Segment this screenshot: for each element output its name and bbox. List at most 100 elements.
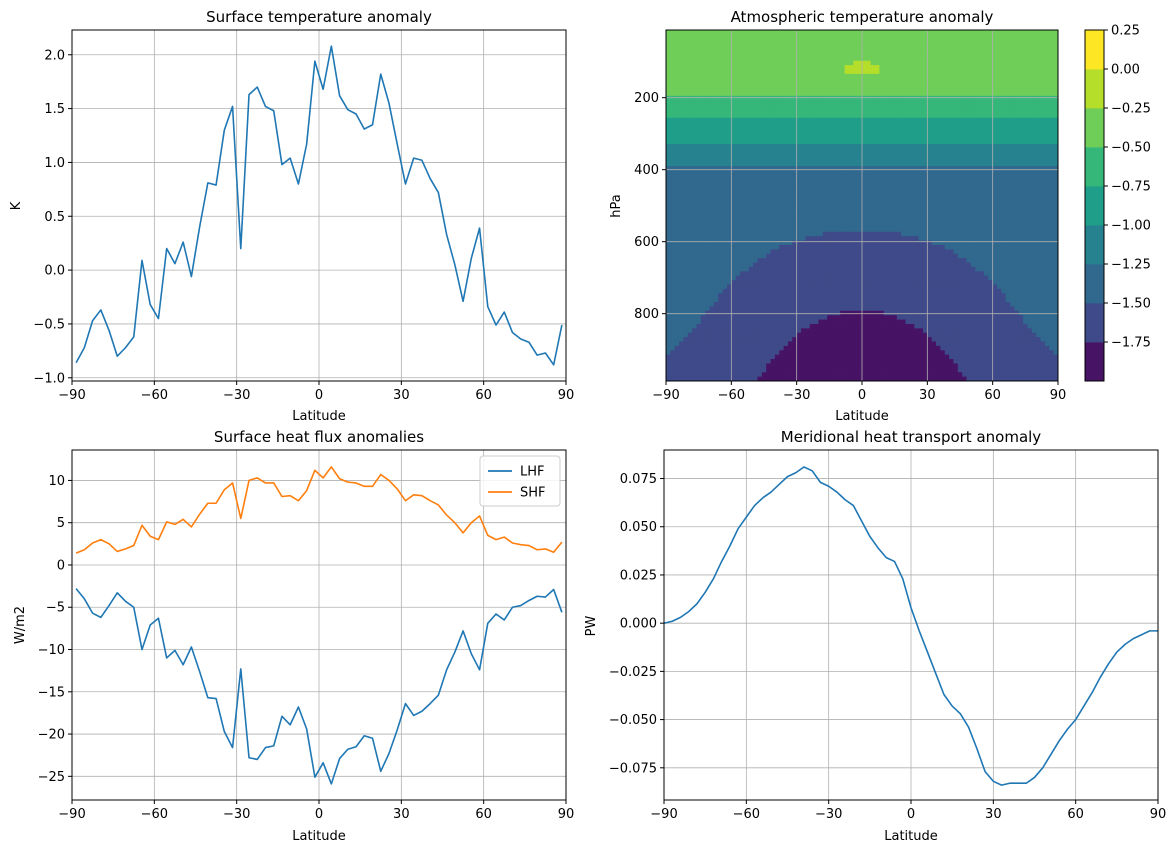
heatmap-cell [844, 253, 850, 259]
heatmap-cell [674, 231, 680, 237]
heatmap-cell [731, 161, 737, 167]
heatmap-cell [770, 148, 776, 154]
heatmap-cell [905, 244, 911, 250]
heatmap-cell [770, 209, 776, 215]
heatmap-cell [862, 56, 867, 62]
heatmap-cell [740, 244, 745, 250]
heatmap-cell [835, 354, 841, 360]
heatmap-cell [679, 78, 685, 84]
heatmap-cell [814, 376, 820, 381]
heatmap-cell [831, 345, 837, 351]
heatmap-cell [696, 113, 702, 119]
heatmap-cell [814, 218, 820, 224]
heatmap-cell [692, 174, 698, 180]
heatmap-cell [761, 376, 767, 381]
heatmap-cell [757, 240, 763, 246]
heatmap-cell [718, 87, 724, 93]
heatmap-cell [866, 30, 872, 35]
heatmap-cell [726, 104, 732, 110]
heatmap-cell [814, 359, 820, 365]
heatmap-cell [731, 139, 737, 145]
heatmap-cell [718, 144, 724, 150]
heatmap-cell [888, 227, 894, 233]
heatmap-cell [896, 152, 902, 158]
heatmap-cell [844, 148, 850, 154]
heatmap-cell [883, 363, 889, 369]
heatmap-cell [922, 262, 928, 268]
heatmap-cell [857, 192, 863, 198]
heatmap-cell [844, 306, 850, 312]
heatmap-cell [840, 271, 846, 277]
heatmap-cell [848, 306, 854, 312]
heatmap-cell [783, 157, 789, 163]
heatmap-cell [779, 306, 785, 312]
heatmap-cell [731, 152, 737, 158]
heatmap-cell [892, 82, 898, 88]
heatmap-cell [883, 130, 889, 136]
heatmap-cell [840, 56, 846, 62]
heatmap-cell [692, 231, 698, 237]
heatmap-cell [883, 240, 889, 246]
heatmap-cell [779, 166, 785, 171]
heatmap-cell [905, 192, 911, 198]
heatmap-cell [722, 236, 728, 242]
heatmap-cell [931, 166, 937, 171]
heatmap-cell [844, 223, 850, 229]
atmospheric-temperature-panel: −90 −60 −30 0 30 60 902004006008000.250.00−0.2… [609, 8, 1151, 424]
heatmap-cell [770, 122, 776, 128]
heatmap-cell [718, 332, 724, 338]
heatmap-cell [870, 135, 876, 141]
heatmap-cell [726, 293, 732, 299]
heatmap-cell [709, 174, 715, 180]
heatmap-cell [700, 253, 706, 259]
heatmap-cell [766, 56, 772, 62]
heatmap-cell [783, 104, 789, 110]
heatmap-cell [709, 266, 715, 272]
heatmap-cell [909, 95, 915, 101]
heatmap-cell [670, 266, 676, 272]
surface_temp-xtick-label-4: 30 [393, 388, 410, 403]
heatmap-cell [666, 280, 671, 286]
heatmap-cell [905, 157, 911, 163]
heatmap-cell [888, 350, 894, 356]
heatmap-cell [705, 183, 711, 189]
heatmap-cell [753, 30, 759, 35]
heatmap-cell [927, 240, 933, 246]
heatmap-cell [674, 315, 680, 321]
heatmap-cell [787, 354, 793, 360]
heatmap-cell [679, 157, 685, 163]
heatmap-cell [862, 34, 867, 40]
heatmap-cell [779, 196, 785, 202]
heatmap-cell [875, 302, 881, 308]
heatmap-cell [705, 315, 711, 321]
heatmap-cell [805, 315, 811, 321]
heatmap-cell [853, 337, 859, 343]
heatmap-cell [700, 306, 706, 312]
heatmap-cell [805, 130, 811, 136]
heatmap-cell [666, 113, 671, 119]
heatmap-cell [735, 253, 741, 259]
heatmap-cell [862, 288, 867, 294]
heatmap-cell [918, 183, 924, 189]
heatmap-cell [796, 161, 802, 167]
heatmap-cell [827, 258, 833, 264]
heatmap-cell [814, 332, 820, 338]
heatmap-cell [792, 139, 798, 145]
heatmap-cell [766, 95, 772, 101]
heatmap-cell [748, 95, 754, 101]
heatmap-cell [909, 214, 915, 220]
heatmap-cell [870, 34, 876, 40]
heatmap-cell [809, 87, 815, 93]
heatmap-cell [766, 60, 772, 66]
heatmap-cell [748, 60, 754, 66]
heatmap-cell [918, 87, 924, 93]
heatmap-cell [922, 187, 928, 193]
heatmap-cell [683, 363, 689, 369]
heatmap-cell [753, 183, 759, 189]
heatmap-cell [862, 205, 867, 211]
heatmap-cell [757, 302, 763, 308]
heatmap-cell [831, 236, 837, 242]
heatmap-cell [875, 60, 881, 66]
heatmap-cell [883, 244, 889, 250]
heatmap-cell [809, 34, 815, 40]
